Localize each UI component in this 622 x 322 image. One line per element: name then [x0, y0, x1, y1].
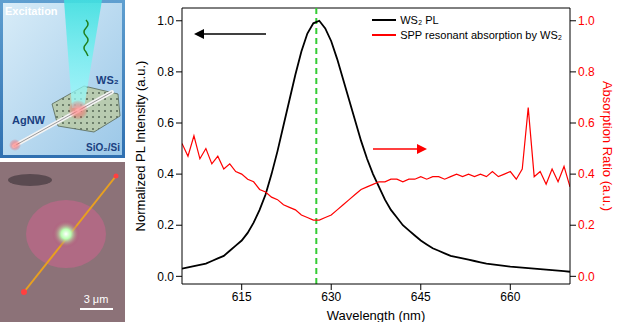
svg-text:0.2: 0.2: [157, 218, 174, 232]
svg-text:0.0: 0.0: [578, 270, 595, 284]
svg-text:3 μm: 3 μm: [84, 293, 109, 305]
svg-text:Normalized PL Intensity (a.u.): Normalized PL Intensity (a.u.): [133, 61, 148, 232]
svg-text:1.0: 1.0: [578, 14, 595, 28]
svg-text:Absorption Ratio (a.u.): Absorption Ratio (a.u.): [600, 81, 615, 211]
svg-text:0.8: 0.8: [157, 65, 174, 79]
svg-text:1.0: 1.0: [157, 14, 174, 28]
svg-text:0.6: 0.6: [578, 116, 595, 130]
svg-text:AgNW: AgNW: [12, 114, 46, 126]
svg-text:0.0: 0.0: [157, 270, 174, 284]
svg-text:Excitation: Excitation: [5, 5, 58, 17]
svg-text:630: 630: [321, 290, 341, 304]
svg-text:0.6: 0.6: [157, 116, 174, 130]
svg-text:645: 645: [411, 290, 431, 304]
svg-text:615: 615: [232, 290, 252, 304]
svg-text:SiO₂/Si: SiO₂/Si: [86, 142, 120, 153]
svg-text:660: 660: [500, 290, 520, 304]
html-text:SPP resonant absorption by WS₂: SPP resonant absorption by WS₂: [400, 28, 562, 41]
svg-text:0.2: 0.2: [578, 218, 595, 232]
svg-text:0.4: 0.4: [578, 167, 595, 181]
svg-text:0.8: 0.8: [578, 65, 595, 79]
html-text:WS₂ PL: WS₂ PL: [400, 13, 439, 26]
svg-text:Wavelength (nm): Wavelength (nm): [327, 308, 426, 322]
svg-text:0.4: 0.4: [157, 167, 174, 181]
svg-text:WS₂: WS₂: [96, 74, 119, 86]
